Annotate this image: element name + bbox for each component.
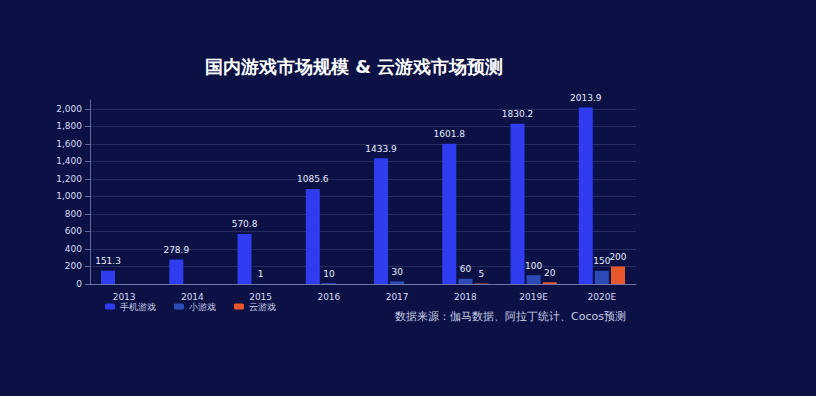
svg-text:1433.9: 1433.9	[365, 144, 397, 154]
svg-text:1601.8: 1601.8	[434, 129, 466, 139]
svg-text:2,000: 2,000	[56, 104, 82, 114]
svg-text:0: 0	[76, 279, 82, 289]
svg-text:数据来源：伽马数据、阿拉丁统计、Cocos预测: 数据来源：伽马数据、阿拉丁统计、Cocos预测	[395, 310, 626, 323]
svg-text:1,400: 1,400	[56, 156, 82, 166]
svg-text:2015: 2015	[249, 292, 272, 302]
svg-text:30: 30	[391, 267, 403, 277]
svg-text:2018: 2018	[454, 292, 477, 302]
svg-text:10: 10	[323, 269, 335, 279]
svg-text:2013.9: 2013.9	[570, 93, 602, 103]
svg-text:1,800: 1,800	[56, 121, 82, 131]
svg-text:2019E: 2019E	[519, 292, 548, 302]
svg-text:200: 200	[609, 252, 626, 262]
svg-text:200: 200	[65, 261, 82, 271]
svg-text:1,600: 1,600	[56, 139, 82, 149]
svg-text:手机游戏: 手机游戏	[120, 302, 156, 312]
svg-text:400: 400	[65, 244, 82, 254]
svg-text:2020E: 2020E	[588, 292, 617, 302]
svg-text:2016: 2016	[317, 292, 340, 302]
svg-text:570.8: 570.8	[232, 219, 258, 229]
svg-text:600: 600	[65, 226, 82, 236]
svg-text:20: 20	[544, 268, 556, 278]
svg-text:151.3: 151.3	[95, 256, 121, 266]
svg-text:2014: 2014	[181, 292, 204, 302]
svg-text:278.9: 278.9	[163, 245, 189, 255]
svg-text:1: 1	[258, 269, 264, 279]
svg-text:100: 100	[525, 261, 542, 271]
svg-text:1830.2: 1830.2	[502, 109, 534, 119]
svg-text:国内游戏市场规模 & 云游戏市场预测: 国内游戏市场规模 & 云游戏市场预测	[205, 56, 503, 77]
svg-text:2017: 2017	[386, 292, 409, 302]
svg-text:1,200: 1,200	[56, 174, 82, 184]
svg-text:2013: 2013	[113, 292, 136, 302]
svg-text:5: 5	[479, 269, 485, 279]
svg-text:1,000: 1,000	[56, 191, 82, 201]
svg-text:150: 150	[593, 256, 610, 266]
svg-text:800: 800	[65, 209, 82, 219]
svg-text:60: 60	[460, 264, 472, 274]
svg-text:云游戏: 云游戏	[249, 302, 276, 312]
svg-text:1085.6: 1085.6	[297, 174, 329, 184]
svg-text:小游戏: 小游戏	[189, 302, 216, 312]
